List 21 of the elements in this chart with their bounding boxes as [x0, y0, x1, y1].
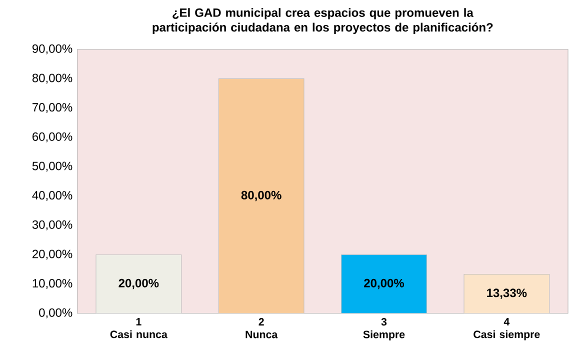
chart-title: ¿El GAD municipal crea espacios que promueven la participación ciudadana en los proyectos de planificación?	[152, 8, 493, 34]
y-tick-label: 80,00%	[32, 74, 72, 84]
y-tick-label: 10,00%	[32, 279, 72, 289]
data-label: 20,00%	[364, 278, 404, 290]
x-tick-label: 2 Nunca	[246, 318, 278, 338]
y-tick-label: 50,00%	[32, 162, 72, 172]
y-tick-label: 70,00%	[32, 103, 72, 113]
x-tick-label: 3 Siempre	[363, 318, 405, 340]
x-tick-label: 4 Casi siempre	[474, 318, 540, 340]
data-label: 80,00%	[241, 190, 282, 202]
y-tick-label: 90,00%	[32, 44, 72, 54]
y-tick-label: 30,00%	[32, 220, 72, 230]
bar	[218, 78, 304, 314]
y-tick-label: 0,00%	[39, 308, 72, 318]
data-label: 20,00%	[118, 278, 159, 290]
y-tick-label: 20,00%	[32, 250, 72, 260]
x-tick-label: 1 Casi nunca	[110, 318, 168, 338]
y-tick-label: 40,00%	[32, 191, 72, 201]
y-tick-label: 60,00%	[32, 132, 72, 142]
data-label: 13,33%	[487, 288, 527, 299]
bar	[464, 274, 550, 314]
